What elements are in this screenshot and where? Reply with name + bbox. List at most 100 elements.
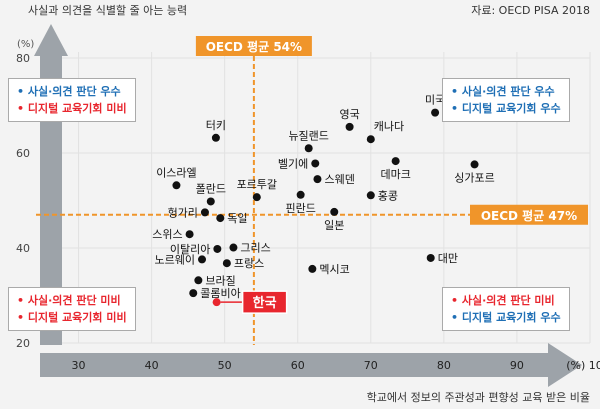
data-point-group: 스웨덴 xyxy=(313,173,355,186)
data-label: 미국 xyxy=(425,94,445,107)
quadrant-line: • 사실·의견 판단 미비 xyxy=(451,294,555,307)
quadrant-note-top-left: • 사실·의견 판단 우수 • 디지털 교육기회 미비 xyxy=(8,78,136,122)
data-point xyxy=(212,298,221,307)
quadrant-line: • 디지털 교육기회 우수 xyxy=(451,102,561,115)
data-label: 대만 xyxy=(438,252,458,265)
data-label: 홍콩 xyxy=(378,188,398,202)
data-point-group: 뉴질랜드 xyxy=(288,129,329,153)
x-tick-label: 90 xyxy=(510,359,524,372)
data-point xyxy=(200,208,209,217)
y-tick-label: 80 xyxy=(16,52,30,65)
data-point-group: 브라질 xyxy=(194,274,236,287)
data-label: 터키 xyxy=(206,119,226,132)
quadrant-line: • 디지털 교육기회 우수 xyxy=(451,311,561,324)
data-point-group: 콜롬비아 xyxy=(189,287,241,300)
data-point xyxy=(194,276,203,285)
data-point xyxy=(308,264,317,273)
data-label: 헝가리 xyxy=(168,206,198,219)
data-point xyxy=(431,108,440,117)
data-point xyxy=(252,193,261,202)
quadrant-note-top-right: • 사실·의견 판단 우수 • 디지털 교육기회 우수 xyxy=(442,78,570,122)
data-point-group: 벨기에 xyxy=(278,157,320,170)
data-point xyxy=(304,144,313,153)
data-label: 그리스 xyxy=(240,242,270,255)
data-point-group: 캐나다 xyxy=(366,120,404,144)
x-tick-label: 30 xyxy=(72,359,86,372)
x-tick-label: 70 xyxy=(364,359,378,372)
data-point-group: 영국 xyxy=(339,108,360,131)
data-label: 벨기에 xyxy=(278,157,308,170)
data-point xyxy=(211,133,220,142)
data-label: 프랑스 xyxy=(234,257,264,270)
data-point-group: 프랑스 xyxy=(222,257,264,270)
data-label: 브라질 xyxy=(205,274,235,287)
y-tick-label: 40 xyxy=(16,242,30,255)
x-tick-label: 60 xyxy=(291,359,305,372)
data-point xyxy=(366,191,375,200)
data-point-group: 노르웨이 xyxy=(155,253,207,266)
quadrant-note-bottom-right: • 사실·의견 판단 미비 • 디지털 교육기회 우수 xyxy=(442,287,570,331)
data-point xyxy=(345,122,354,131)
data-point-group: 미국 xyxy=(425,94,445,117)
data-point-group: 대만 xyxy=(426,252,458,265)
data-point xyxy=(330,207,339,216)
data-point xyxy=(189,289,198,298)
y-axis-title: 사실과 의견을 식별할 줄 아는 능력 xyxy=(28,4,187,17)
data-point-group: 독일 xyxy=(216,211,248,225)
data-point-group: 이스라엘 xyxy=(156,166,197,190)
data-label: 스위스 xyxy=(152,228,182,241)
data-label: 이스라엘 xyxy=(156,166,196,179)
data-label: 한국 xyxy=(253,295,277,311)
data-point-group: 스위스 xyxy=(152,228,194,241)
data-point-group: 헝가리 xyxy=(168,206,209,219)
source-note: 자료: OECD PISA 2018 xyxy=(471,4,590,17)
data-label: 포르투갈 xyxy=(237,177,277,191)
oecd-label-box-vertical xyxy=(195,36,312,56)
data-point xyxy=(206,197,215,206)
data-point-group: 홍콩 xyxy=(366,188,398,202)
data-point xyxy=(216,214,225,223)
highlight-label-box xyxy=(241,290,288,314)
data-label: 일본 xyxy=(324,218,344,232)
oecd-reference-lines: OECD 평균 54% OECD 평균 47% xyxy=(36,36,588,345)
quadrant-line: • 사실·의견 판단 우수 xyxy=(451,85,555,98)
data-label: 이탈리아 xyxy=(170,243,210,256)
oecd-label-box-horizontal xyxy=(470,204,588,225)
data-label: 핀란드 xyxy=(285,202,315,215)
data-point-group: 데마크 xyxy=(380,157,411,181)
data-point xyxy=(311,159,320,168)
data-point xyxy=(391,157,400,166)
data-point-group: 터키 xyxy=(206,119,226,142)
data-label: 노르웨이 xyxy=(155,253,195,266)
data-point-group: 포르투갈 xyxy=(237,177,277,202)
data-point xyxy=(470,160,479,169)
oecd-label-vertical: OECD 평균 54% xyxy=(206,40,302,54)
data-point xyxy=(366,135,375,144)
data-label: 멕시코 xyxy=(319,263,349,276)
x-axis-title: 학교에서 정보의 주관성과 편향성 교육 받은 비율 xyxy=(367,391,590,404)
data-point-group: 싱가포르 xyxy=(454,160,495,184)
data-label: 콜롬비아 xyxy=(200,287,240,300)
data-label: 독일 xyxy=(227,211,247,225)
quadrant-line: • 사실·의견 판단 미비 xyxy=(17,294,121,307)
data-point xyxy=(313,175,322,184)
y-tick-label: 20 xyxy=(16,337,30,350)
data-label: 캐나다 xyxy=(374,120,404,133)
data-label: 폴란드 xyxy=(196,182,226,195)
data-point xyxy=(185,230,194,239)
quadrant-note-bottom-left: • 사실·의견 판단 미비 • 디지털 교육기회 미비 xyxy=(8,287,136,331)
data-point xyxy=(296,190,305,199)
x-tick-label: (%) 100 xyxy=(566,359,600,372)
quadrant-line: • 디지털 교육기회 미비 xyxy=(17,102,127,115)
data-label: 데마크 xyxy=(380,168,410,181)
data-label: 스웨덴 xyxy=(324,173,354,186)
data-point-group: 이탈리아 xyxy=(170,243,222,256)
quadrant-line: • 디지털 교육기회 미비 xyxy=(17,311,127,324)
tick-labels: (%) 20 40 60 80 30 40 50 60 70 80 90 (%) 100 xyxy=(16,39,600,372)
data-label: 영국 xyxy=(339,108,359,121)
x-axis-arrow xyxy=(40,343,582,387)
y-unit-label: (%) xyxy=(17,39,34,50)
